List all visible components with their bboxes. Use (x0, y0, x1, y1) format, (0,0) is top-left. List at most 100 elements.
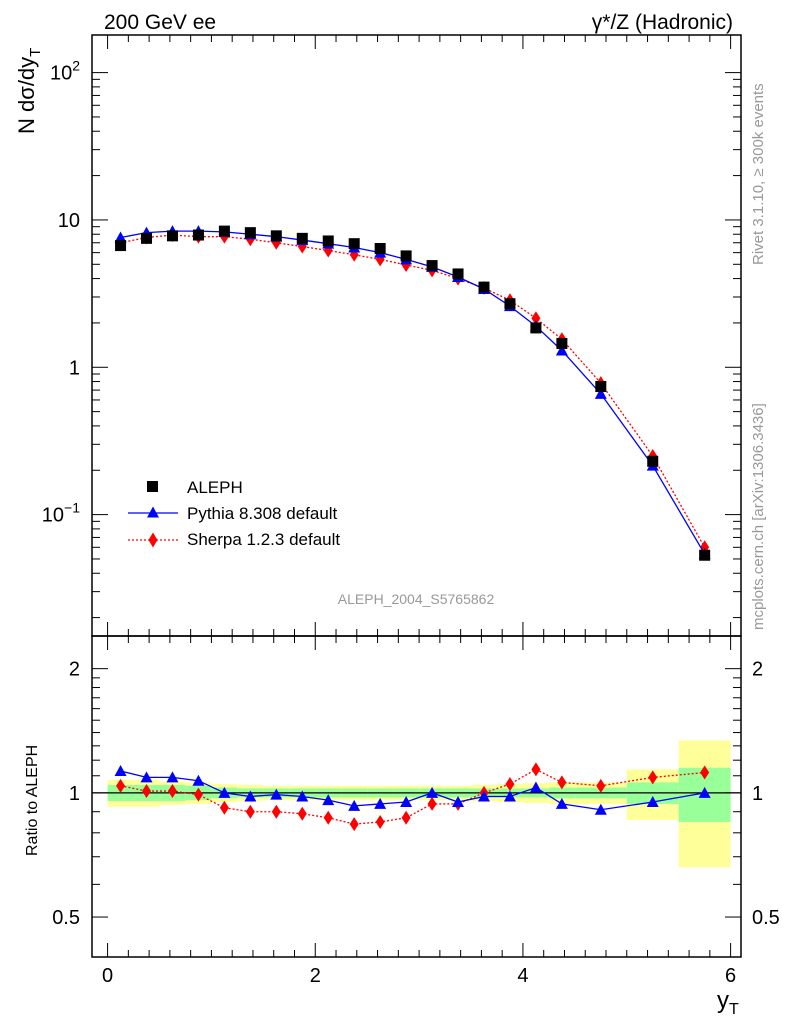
ratio-sherpa-point (142, 784, 152, 799)
main-pythia-point (114, 231, 127, 243)
x-tick-label: 0 (102, 965, 113, 987)
ratio-sherpa-point (427, 796, 437, 811)
ratio-pythia-point (270, 788, 283, 800)
x-axis-title-subscript: T (729, 1001, 739, 1018)
x-tick-label: 2 (310, 965, 321, 987)
ratio-sherpa-point (167, 784, 177, 799)
ratio-sherpa-point (193, 787, 203, 802)
main-aleph-point (556, 338, 568, 350)
header-left-label: 200 GeV ee (104, 11, 216, 34)
ratio-sherpa-series (116, 762, 710, 832)
main-sherpa-line (120, 234, 706, 548)
ratio-sherpa-point (700, 765, 710, 780)
ratio-pythia-point (400, 796, 413, 808)
ratio-pythia-point (594, 803, 607, 815)
legend-pythia-label: Pythia 8.308 default (187, 504, 338, 523)
main-y-tick-label: 102 (50, 58, 80, 85)
mcplots-label: mcplots.cern.ch [arXiv:1306.3436] (750, 403, 767, 630)
ratio-pythia-point (452, 796, 465, 808)
ratio-pythia-point (244, 790, 257, 802)
main-aleph-point (115, 240, 127, 252)
main-aleph-point (426, 260, 438, 272)
ratio-pythia-point (192, 774, 205, 786)
ratio-sherpa-point (245, 804, 255, 819)
legend-sherpa-marker (148, 532, 158, 548)
ratio-pythia-series (114, 764, 711, 815)
legend: ALEPH Pythia 8.308 default Sherpa 1.2.3 … (128, 478, 340, 549)
main-aleph-point (452, 268, 464, 280)
svg-text:N dσ/dyT: N dσ/dyT (14, 48, 44, 134)
ratio-sherpa-point (271, 804, 281, 819)
axes-layer: 0 2 4 6 102 10 1 10−1 0.5 0.5 1 1 2 2 (42, 34, 780, 987)
ratio-pythia-point (218, 786, 231, 798)
main-y-tick-label: 1 (69, 357, 80, 379)
ratio-pythia-point (646, 796, 659, 808)
analysis-watermark: ALEPH_2004_S5765862 (338, 591, 495, 607)
ratio-y-tick-label-right: 0.5 (752, 907, 780, 929)
x-tick-label: 6 (725, 965, 736, 987)
main-series-layer (114, 225, 711, 561)
main-aleph-point (374, 242, 386, 254)
rivet-version-label: Rivet 3.1.10, ≥ 300k events (750, 83, 767, 265)
ratio-sherpa-point (596, 778, 606, 793)
ratio-pythia-point (477, 790, 490, 802)
main-aleph-point (478, 281, 490, 293)
main-sherpa-point (531, 311, 541, 326)
ratio-pythia-point (322, 794, 335, 806)
ratio-pythia-point (348, 799, 361, 811)
x-tick-label: 4 (517, 965, 528, 987)
main-y-tick-label: 10−1 (42, 500, 80, 527)
main-aleph-point (192, 229, 204, 241)
main-aleph-point (504, 298, 516, 310)
main-aleph-point (270, 230, 282, 242)
ratio-pythia-point (166, 771, 179, 783)
x-axis-title-text: y (717, 987, 729, 1014)
main-aleph-point (141, 232, 153, 244)
ratio-sherpa-point (219, 800, 229, 815)
main-aleph-series (115, 225, 711, 561)
ratio-series-layer (114, 762, 711, 832)
ratio-sherpa-point (349, 817, 359, 832)
main-aleph-point (530, 322, 542, 334)
legend-aleph-marker (147, 481, 158, 492)
ratio-sherpa-point (557, 775, 567, 790)
ratio-y-tick-label: 0.5 (52, 907, 80, 929)
main-aleph-point (348, 238, 360, 250)
ratio-sherpa-point (297, 806, 307, 821)
legend-sherpa-label: Sherpa 1.2.3 default (187, 530, 340, 549)
ratio-pythia-point (698, 786, 711, 798)
ratio-y-tick-label-right: 1 (752, 783, 763, 805)
main-y-axis-title-text: N dσ/dy (14, 57, 39, 134)
main-aleph-point (647, 455, 659, 467)
ratio-y-tick-label: 2 (69, 659, 80, 681)
legend-aleph-label: ALEPH (187, 478, 243, 497)
ratio-sherpa-point (375, 814, 385, 829)
ratio-sherpa-point (531, 762, 541, 777)
main-y-axis-title-subscript: T (27, 48, 44, 57)
main-aleph-point (244, 227, 256, 239)
main-aleph-point (699, 549, 711, 561)
main-aleph-point (400, 250, 412, 262)
ratio-pythia-point (426, 786, 439, 798)
ratio-sherpa-point (323, 810, 333, 825)
ratio-y-tick-label-right: 2 (752, 659, 763, 681)
main-aleph-point (322, 235, 334, 247)
ratio-sherpa-point (648, 770, 658, 785)
ratio-sherpa-point (401, 810, 411, 825)
ratio-pythia-point (529, 781, 542, 793)
main-y-tick-label: 10 (58, 210, 80, 232)
ratio-plot-frame (91, 635, 742, 958)
ratio-y-axis-title: Ratio to ALEPH (24, 745, 41, 856)
ratio-sherpa-point (116, 778, 126, 793)
main-pythia-point (594, 387, 607, 399)
ratio-pythia-point (296, 790, 309, 802)
x-axis-title: yT (717, 987, 739, 1018)
main-aleph-point (166, 230, 178, 242)
ratio-pythia-point (374, 797, 387, 809)
header-right-label: γ*/Z (Hadronic) (592, 11, 733, 34)
legend-pythia-marker (147, 506, 159, 518)
ratio-y-tick-label: 1 (69, 783, 80, 805)
main-pythia-point (555, 344, 568, 356)
ratio-pythia-point (555, 797, 568, 809)
